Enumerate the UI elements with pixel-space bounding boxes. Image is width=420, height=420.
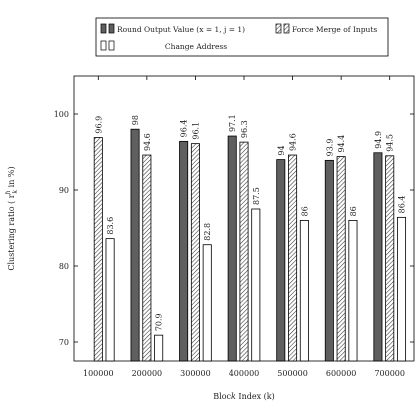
bar-value-label: 96.4 [180,120,189,138]
bar-value-label: 93.9 [325,139,334,157]
legend-swatch [100,23,107,34]
bar-value-label: 86 [349,206,358,216]
bar-series-2 [93,137,103,362]
bar-value-label: 97.1 [228,114,237,132]
bar-series-1 [179,140,189,362]
legend-label: Round Output Value (x = 1, j = 1) [117,25,245,34]
x-axis-label: Block Index (k) [213,392,274,401]
x-tick-label: 500000 [277,369,308,378]
x-tick-label: 600000 [326,369,357,378]
legend-entry-1: Round Output Value (x = 1, j = 1) [100,23,245,34]
bar-value-label: 96.1 [191,122,200,140]
bar-series-1 [130,128,140,362]
bar-value-label: 83.6 [106,217,115,235]
legend-label: Force Merge of Inputs [292,25,377,34]
bar-value-label: 87.5 [252,187,261,205]
x-tick-label: 300000 [180,369,211,378]
legend-box [95,17,389,57]
x-tick-label: 700000 [374,369,405,378]
y-axis: 70 80 90 100 [54,110,414,347]
bar-value-label: 98 [131,115,140,125]
legend-swatch [108,40,115,51]
bar-value-label: 94.5 [386,134,395,152]
bar-series-3 [202,244,212,362]
bar-series-3 [105,238,115,362]
bar-value-label: 94.6 [143,133,152,151]
bar-value-label: 94 [277,145,286,155]
bar-value-label: 94.9 [374,131,383,149]
legend-swatch [275,23,282,34]
x-tick-label: 200000 [132,369,163,378]
legend-swatch [283,23,290,34]
bar-series-3 [251,208,261,362]
x-tick-label: 400000 [229,369,260,378]
bar-value-label: 94.6 [289,133,298,151]
bar-series-3 [299,219,309,362]
y-tick-label: 100 [54,110,69,119]
bar-series-2 [190,143,200,362]
y-axis-label: Clustering ratio ( rhk in %) [5,166,19,270]
bar-series-1 [324,159,334,362]
y-tick-label: 90 [59,186,69,195]
legend-entry-2: Force Merge of Inputs [275,23,377,34]
bar-value-label: 86 [300,206,309,216]
bar-series-1 [276,159,286,362]
bar-series-3 [397,216,407,362]
legend-entry-3: Change Address [100,40,227,51]
bar-value-label: 94.4 [337,135,346,153]
bar-series-2 [385,155,395,362]
y-tick-label: 70 [59,338,69,347]
legend-label: Change Address [165,42,227,51]
bar-value-label: 82.8 [203,223,212,241]
bar-value-label: 86.4 [398,196,407,214]
bar-series-1 [227,135,237,362]
legend-swatch [100,40,107,51]
x-tick-label: 100000 [83,369,114,378]
y-tick-label: 80 [59,262,69,271]
bar-value-label: 96.3 [240,120,249,138]
bar-series-1 [373,152,383,362]
bar-series-3 [154,334,164,362]
bar-series-2 [142,154,152,362]
bar-series-2 [288,154,298,362]
bar-series-3 [348,219,358,362]
bar-value-label: 70.9 [155,313,164,331]
legend-swatch [108,23,115,34]
bar-value-label: 96.9 [94,116,103,134]
legend: Round Output Value (x = 1, j = 1) Force M… [95,17,389,57]
bars [93,128,407,362]
bar-series-2 [336,156,346,362]
bar-series-2 [239,141,249,362]
